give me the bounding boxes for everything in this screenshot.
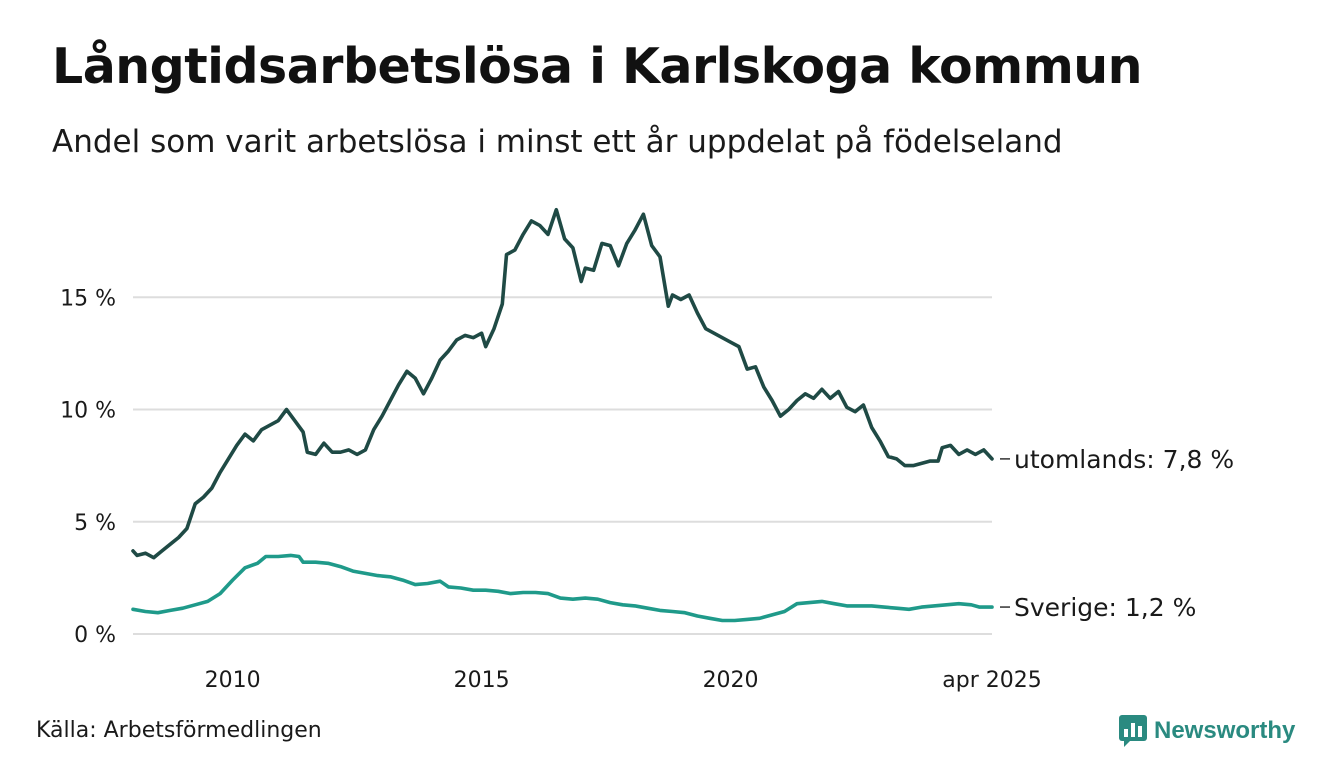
y-tick-label: 15 % bbox=[60, 286, 116, 311]
y-tick-label: 10 % bbox=[60, 399, 116, 424]
x-tick-label: apr 2025 bbox=[942, 668, 1041, 693]
series-line-utomlands bbox=[131, 207, 994, 560]
x-tick-label: 2020 bbox=[703, 668, 759, 693]
bar-chart-badge-icon bbox=[1119, 715, 1147, 747]
brand-logo: Newsworthy bbox=[1118, 714, 1295, 748]
y-tick-label: 5 % bbox=[74, 511, 116, 536]
chart-subtitle: Andel som varit arbetslösa i minst ett å… bbox=[52, 124, 1063, 160]
series-end-label-sverige: Sverige: 1,2 % bbox=[1014, 593, 1196, 622]
x-tick-label: 2015 bbox=[454, 668, 510, 693]
chart-title: Långtidsarbetslösa i Karlskoga kommun bbox=[52, 38, 1143, 95]
series-line-sverige bbox=[131, 553, 994, 623]
x-tick-label: 2010 bbox=[205, 668, 261, 693]
series-end-label-utomlands: utomlands: 7,8 % bbox=[1014, 445, 1234, 474]
brand-name: Newsworthy bbox=[1154, 717, 1296, 744]
line-chart: 0 % 5 % 10 % 15 % 2010 2015 2020 apr 2025 utomla… bbox=[60, 207, 1234, 693]
y-tick-label: 0 % bbox=[74, 623, 116, 648]
source-note: Källa: Arbetsförmedlingen bbox=[36, 718, 322, 743]
